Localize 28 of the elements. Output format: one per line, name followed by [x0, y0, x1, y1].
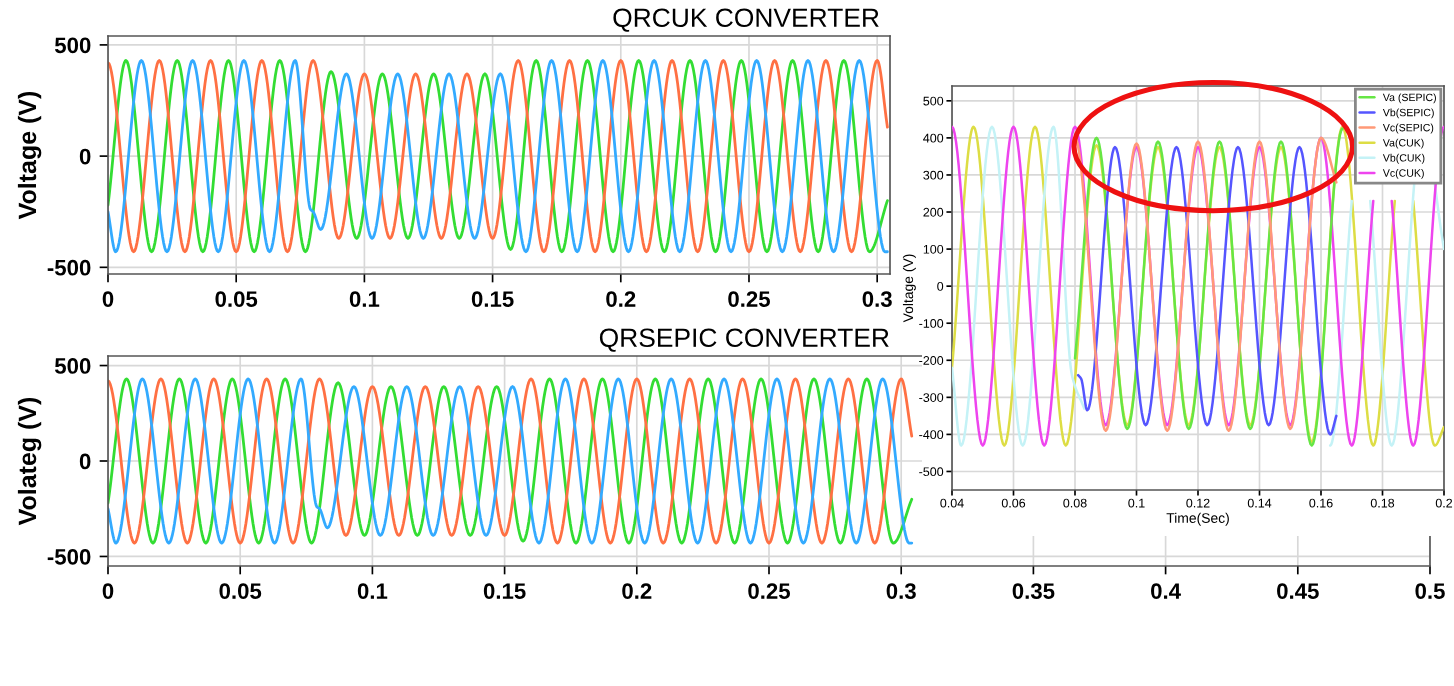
- x-tick-label: 0: [102, 291, 114, 307]
- x-tick-label: 0.15: [471, 291, 514, 307]
- y-tick-label: -500: [47, 548, 91, 565]
- y-tick-label: 500: [54, 37, 91, 54]
- x-tick-label: 0.05: [215, 291, 258, 307]
- chart-title: QRSEPIC CONVERTER: [599, 328, 889, 352]
- chart-title: QRCUK CONVERTER: [613, 8, 879, 32]
- x-tick-label: 0.45: [1277, 583, 1319, 599]
- x-tick-label: 0.15: [483, 583, 526, 599]
- x-tick-label: 0.05: [219, 583, 262, 599]
- x-tick-label: 0.2: [606, 291, 636, 307]
- y-tick-label: 0: [79, 148, 91, 165]
- x-tick-label: 0.35: [1012, 583, 1055, 600]
- x-tick-label: 0.2: [622, 583, 652, 599]
- x-tick-label: 0.5: [1415, 583, 1445, 599]
- x-tick-label: 0.1: [357, 583, 388, 599]
- x-tick-label: 0.3: [886, 583, 916, 600]
- x-tick-label: 0.3: [862, 291, 892, 308]
- x-tick-label: 0.4: [1151, 583, 1181, 599]
- y-axis-title: Volateg (V): [17, 397, 42, 526]
- y-tick-label: 0: [79, 453, 91, 470]
- y-tick-label: -500: [47, 259, 91, 276]
- x-tick-label: 0.1: [349, 291, 380, 307]
- y-tick-label: 500: [54, 358, 91, 374]
- x-tick-label: 0: [102, 583, 114, 599]
- y-axis-title: Voltage (V): [17, 91, 42, 220]
- x-tick-label: 0.25: [748, 583, 791, 599]
- x-tick-label: 0.25: [728, 291, 770, 307]
